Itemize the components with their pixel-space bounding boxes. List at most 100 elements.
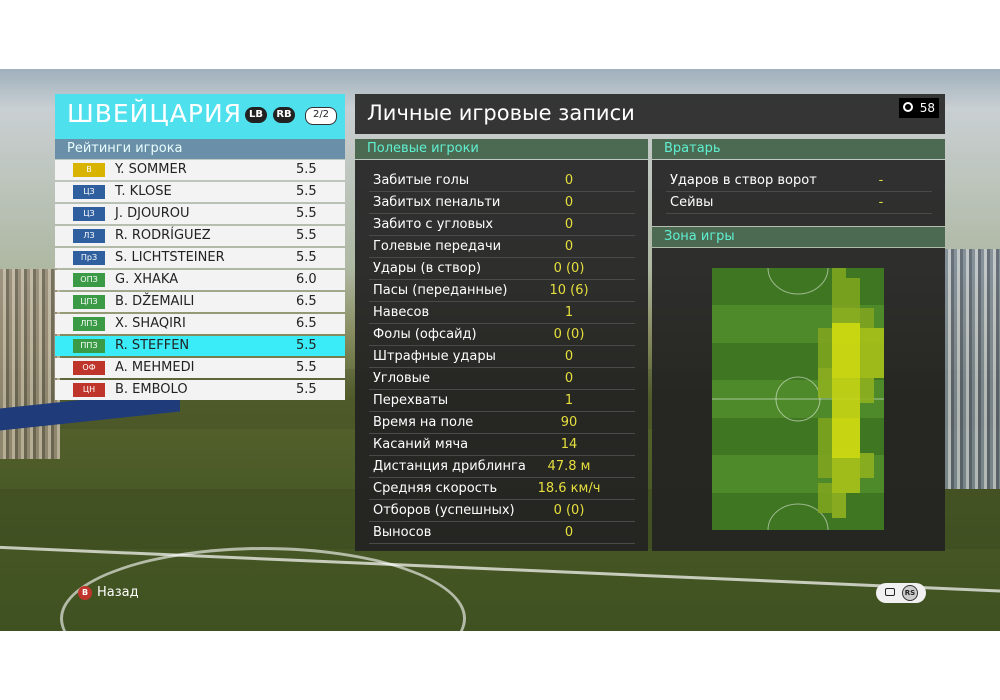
page-indicator: 2/2 bbox=[305, 107, 337, 125]
stat-value: 0 bbox=[564, 371, 574, 386]
stat-row: Выносов 0 bbox=[369, 522, 635, 544]
clock-icon bbox=[903, 102, 913, 112]
page-title: Личные игровые записи bbox=[367, 101, 635, 125]
heat-cell bbox=[832, 268, 846, 308]
heat-cell bbox=[818, 483, 832, 513]
stat-row: Сейвы - bbox=[666, 192, 932, 214]
goalkeeper-panel: Ударов в створ ворот - Сейвы - bbox=[652, 160, 945, 226]
goalkeeper-heading: Вратарь bbox=[652, 139, 945, 159]
player-row[interactable]: ЛЗ R. RODRÍGUEZ 5.5 bbox=[55, 226, 345, 246]
heat-cell bbox=[832, 323, 860, 378]
heat-cell bbox=[818, 368, 832, 398]
stat-value: 0 (0) bbox=[553, 503, 585, 518]
stat-value: - bbox=[878, 173, 884, 188]
stat-row: Забитых пенальти 0 bbox=[369, 192, 635, 214]
position-badge: ЦПЗ bbox=[73, 295, 105, 309]
stat-label: Сейвы bbox=[670, 195, 714, 210]
field-players-panel: Забитые голы 0 Забитых пенальти 0 Забито с у… bbox=[355, 160, 648, 551]
player-rating: 6.0 bbox=[296, 272, 317, 287]
stadium-crowd-left bbox=[0, 269, 60, 459]
stat-row: Забито с угловых 0 bbox=[369, 214, 635, 236]
player-row[interactable]: ЦЗ J. DJOUROU 5.5 bbox=[55, 204, 345, 224]
stat-row: Фолы (офсайд) 0 (0) bbox=[369, 324, 635, 346]
stat-value: 1 bbox=[564, 393, 574, 408]
stat-value: 1 bbox=[564, 305, 574, 320]
heat-cell bbox=[860, 308, 874, 328]
player-rating: 5.5 bbox=[296, 250, 317, 265]
team-header: ШВЕЙЦАРИЯ LB RB 2/2 bbox=[55, 94, 345, 139]
stat-label: Фолы (офсайд) bbox=[373, 327, 477, 342]
player-name: X. SHAQIRI bbox=[115, 316, 186, 331]
player-row[interactable]: ПрЗ S. LICHTSTEINER 5.5 bbox=[55, 248, 345, 268]
stat-row: Отборов (успешных) 0 (0) bbox=[369, 500, 635, 522]
field-stats-list: Забитые голы 0 Забитых пенальти 0 Забито с у… bbox=[369, 170, 635, 544]
lb-button-icon[interactable]: LB bbox=[245, 107, 267, 123]
heat-cell bbox=[832, 493, 846, 518]
stat-value: 0 bbox=[564, 217, 574, 232]
stat-label: Дистанция дриблинга bbox=[373, 459, 526, 474]
play-zone-heading: Зона игры bbox=[652, 227, 945, 247]
position-badge: ОПЗ bbox=[73, 273, 105, 287]
player-name: G. XHAKA bbox=[115, 272, 179, 287]
position-badge: ЛПЗ bbox=[73, 317, 105, 331]
player-rating: 5.5 bbox=[296, 162, 317, 177]
player-name: T. KLOSE bbox=[115, 184, 172, 199]
player-name: A. MEHMEDI bbox=[115, 360, 195, 375]
stat-value: - bbox=[878, 195, 884, 210]
position-badge: ЦЗ bbox=[73, 185, 105, 199]
player-row[interactable]: ЦПЗ B. DŽEMAILI 6.5 bbox=[55, 292, 345, 312]
stat-label: Средняя скорость bbox=[373, 481, 498, 496]
stat-value: 0 bbox=[564, 239, 574, 254]
stat-value: 0 bbox=[564, 173, 574, 188]
heat-cell bbox=[818, 418, 832, 478]
stat-value: 90 bbox=[560, 415, 578, 430]
heat-cell bbox=[860, 453, 874, 478]
player-row[interactable]: ОПЗ G. XHAKA 6.0 bbox=[55, 270, 345, 290]
stadium-crowd-right bbox=[945, 249, 1000, 489]
player-row[interactable]: ЦН B. EMBOLO 5.5 bbox=[55, 380, 345, 400]
player-row[interactable]: ППЗ R. STEFFEN 5.5 bbox=[55, 336, 345, 356]
player-name: R. STEFFEN bbox=[115, 338, 190, 353]
rb-button-icon[interactable]: RB bbox=[273, 107, 295, 123]
stat-row: Время на поле 90 bbox=[369, 412, 635, 434]
field-players-heading: Полевые игроки bbox=[355, 139, 648, 159]
position-badge: ППЗ bbox=[73, 339, 105, 353]
player-row[interactable]: ЦЗ T. KLOSE 5.5 bbox=[55, 182, 345, 202]
stat-row: Голевые передачи 0 bbox=[369, 236, 635, 258]
records-header: Личные игровые записи 58 bbox=[355, 94, 945, 134]
heatmap-bottom-arc bbox=[767, 503, 829, 530]
heat-cell bbox=[846, 278, 860, 308]
stat-label: Пасы (переданные) bbox=[373, 283, 508, 298]
b-button-icon: B bbox=[78, 586, 92, 600]
stat-value: 0 (0) bbox=[553, 327, 585, 342]
player-rating: 5.5 bbox=[296, 206, 317, 221]
play-zone-panel bbox=[652, 248, 945, 551]
stat-label: Отборов (успешных) bbox=[373, 503, 515, 518]
stat-label: Касаний мяча bbox=[373, 437, 469, 452]
player-name: Y. SOMMER bbox=[115, 162, 187, 177]
stat-value: 14 bbox=[560, 437, 578, 452]
stat-row: Угловые 0 bbox=[369, 368, 635, 390]
stat-row: Дистанция дриблинга 47.8 м bbox=[369, 456, 635, 478]
stat-row: Навесов 1 bbox=[369, 302, 635, 324]
stat-row: Штрафные удары 0 bbox=[369, 346, 635, 368]
stat-label: Голевые передачи bbox=[373, 239, 502, 254]
stat-value: 0 bbox=[564, 195, 574, 210]
stat-label: Выносов bbox=[373, 525, 432, 540]
goalkeeper-stats-list: Ударов в створ ворот - Сейвы - bbox=[666, 170, 932, 214]
heatmap-top-arc bbox=[767, 268, 829, 295]
stat-label: Навесов bbox=[373, 305, 430, 320]
player-rating: 5.5 bbox=[296, 360, 317, 375]
player-row[interactable]: ЛПЗ X. SHAQIRI 6.5 bbox=[55, 314, 345, 334]
player-name: J. DJOUROU bbox=[115, 206, 190, 221]
player-row[interactable]: ОФ A. MEHMEDI 5.5 bbox=[55, 358, 345, 378]
heat-cell bbox=[818, 328, 832, 368]
chat-button[interactable]: RS bbox=[876, 583, 926, 603]
stat-label: Удары (в створ) bbox=[373, 261, 482, 276]
position-badge: ПрЗ bbox=[73, 251, 105, 265]
player-rating: 6.5 bbox=[296, 294, 317, 309]
player-rating: 5.5 bbox=[296, 382, 317, 397]
player-name: B. DŽEMAILI bbox=[115, 294, 195, 309]
team-name: ШВЕЙЦАРИЯ bbox=[67, 99, 243, 128]
player-row[interactable]: В Y. SOMMER 5.5 bbox=[55, 160, 345, 180]
